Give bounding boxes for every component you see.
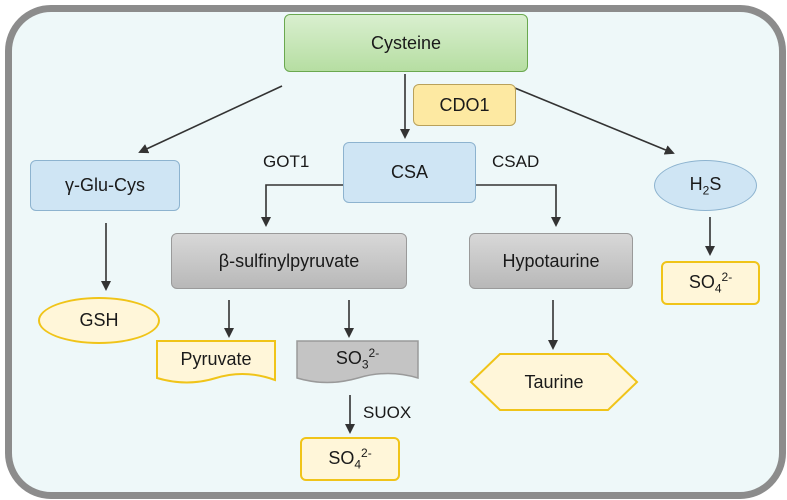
- gsh-label: GSH: [79, 310, 119, 330]
- taurine-label: Taurine: [524, 371, 584, 392]
- arrow-csa-to-sulfinylpyruvate: [261, 184, 343, 227]
- arrow-cysteine-to-h2s: [509, 85, 675, 155]
- h2s-label: H2S: [689, 173, 722, 198]
- taurine-shape: [469, 353, 639, 411]
- so3-shape: [296, 340, 419, 384]
- arrow-csa-to-hypotaurine: [476, 184, 561, 227]
- pyruvate-shape: [156, 340, 276, 384]
- sulfinylpyruvate-label: β-sulfinylpyruvate: [218, 250, 360, 271]
- got1-label: GOT1: [263, 152, 310, 171]
- cysteine-label: Cysteine: [370, 32, 442, 53]
- glu-cys-node: γ-Glu-Cys: [30, 160, 180, 211]
- so4-bottom-label: SO42-: [328, 446, 372, 472]
- sulfinylpyruvate-node: β-sulfinylpyruvate: [171, 233, 407, 289]
- csad-label: CSAD: [492, 152, 540, 171]
- glu-cys-label: γ-Glu-Cys: [65, 175, 145, 195]
- gsh-node: GSH: [38, 297, 160, 344]
- h2s-node: H2S: [654, 160, 757, 211]
- pyruvate-node: Pyruvate: [157, 341, 275, 377]
- cysteine-node: Cysteine: [284, 14, 528, 72]
- so3-label: SO32-: [335, 346, 380, 372]
- so4-right-node: SO42-: [661, 261, 760, 305]
- cdo1-label: CDO1: [439, 94, 490, 115]
- hypotaurine-label: Hypotaurine: [502, 250, 600, 271]
- so3-node: SO32-: [297, 341, 418, 377]
- pyruvate-label: Pyruvate: [180, 348, 252, 369]
- so4-bottom-node: SO42-: [300, 437, 400, 481]
- hypotaurine-node: Hypotaurine: [469, 233, 633, 289]
- so4-right-label: SO42-: [688, 270, 733, 296]
- cdo1-enzyme-box: CDO1: [413, 84, 516, 126]
- csa-label: CSA: [390, 162, 428, 182]
- arrow-cysteine-to-gluCys: [138, 85, 283, 154]
- csa-node: CSA: [343, 142, 476, 203]
- taurine-node: Taurine: [471, 354, 637, 410]
- suox-label: SUOX: [363, 403, 412, 422]
